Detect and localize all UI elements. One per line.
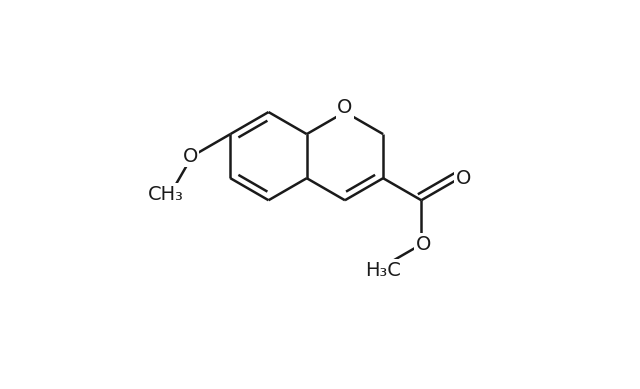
Text: O: O [456, 169, 471, 188]
Text: H₃C: H₃C [365, 261, 401, 280]
Text: CH₃: CH₃ [148, 185, 184, 204]
Text: O: O [415, 235, 431, 254]
Text: O: O [337, 98, 353, 117]
Text: O: O [182, 147, 198, 166]
